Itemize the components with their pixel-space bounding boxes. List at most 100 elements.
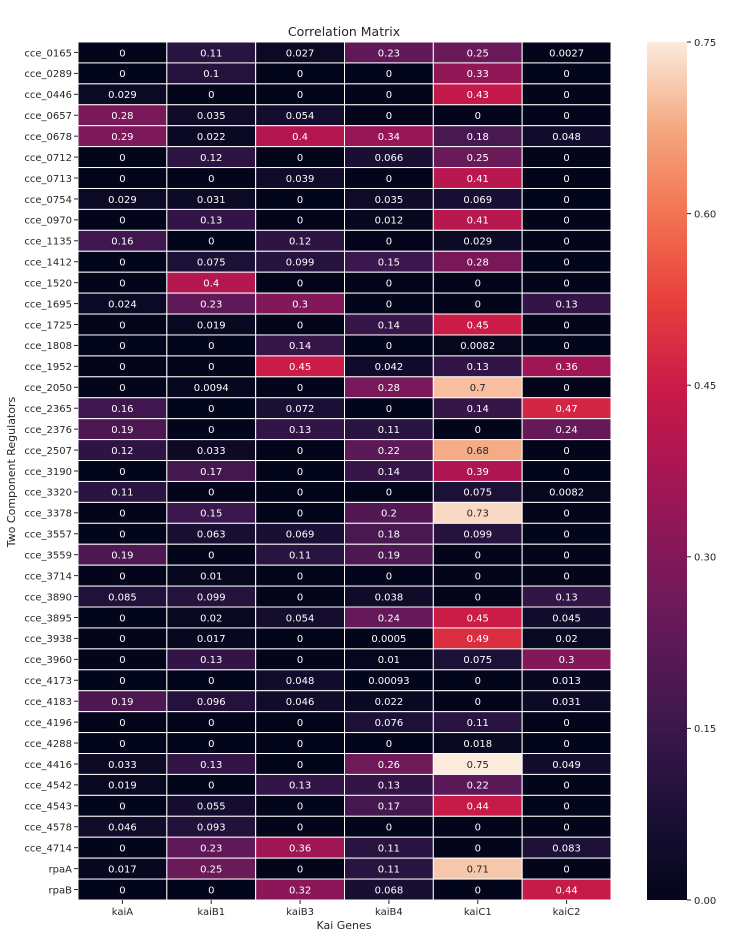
cell-value-label: 0 bbox=[208, 676, 214, 687]
cell-value-label: 0.17 bbox=[200, 467, 222, 478]
column-labels: kaiA kaiB1 kaiB3 kaiB4 kaiC1 kaiC2 bbox=[112, 900, 581, 918]
cell-value-label: 0 bbox=[208, 404, 214, 415]
cell-value-label: 0.033 bbox=[197, 446, 226, 457]
cell-value-label: 0 bbox=[119, 467, 125, 478]
cell-value-label: 0.045 bbox=[552, 613, 581, 624]
cell-value-label: 0 bbox=[208, 488, 214, 499]
cell-value-label: 0 bbox=[386, 739, 392, 750]
cell-value-label: 0 bbox=[475, 823, 481, 834]
cell-value-label: 0.24 bbox=[378, 613, 400, 624]
cell-value-label: 0.28 bbox=[467, 258, 489, 269]
cell-value-label: 0 bbox=[386, 341, 392, 352]
cell-value-label: 0 bbox=[386, 237, 392, 248]
cell-value-label: 0.29 bbox=[111, 132, 133, 143]
cell-value-label: 0 bbox=[563, 258, 569, 269]
cell-value-label: 0 bbox=[475, 843, 481, 854]
row-label: cce_2376 bbox=[24, 425, 72, 436]
cell-value-label: 0.019 bbox=[108, 781, 137, 792]
cell-value-label: 0.14 bbox=[378, 467, 400, 478]
cell-value-label: 0.076 bbox=[375, 718, 404, 729]
cell-value-label: 0.017 bbox=[197, 634, 226, 645]
cell-value-label: 0 bbox=[297, 90, 303, 101]
cell-value-label: 0.26 bbox=[378, 760, 400, 771]
cell-value-label: 0 bbox=[208, 425, 214, 436]
cell-value-label: 0.019 bbox=[197, 320, 226, 331]
row-label: cce_3895 bbox=[24, 613, 72, 624]
row-label: cce_3559 bbox=[24, 551, 72, 562]
cell-value-label: 0.13 bbox=[467, 362, 489, 373]
cell-value-label: 0 bbox=[297, 718, 303, 729]
cell-value-label: 0.13 bbox=[289, 781, 311, 792]
cell-value-label: 0.02 bbox=[200, 613, 222, 624]
cell-value-label: 0.048 bbox=[286, 676, 315, 687]
cell-value-label: 0 bbox=[475, 885, 481, 896]
cell-value-label: 0.029 bbox=[463, 237, 492, 248]
cell-value-label: 0.18 bbox=[467, 132, 489, 143]
cell-value-label: 0.0027 bbox=[549, 48, 584, 59]
cell-value-label: 0.22 bbox=[378, 446, 400, 457]
cell-value-label: 0 bbox=[386, 278, 392, 289]
cell-value-label: 0.39 bbox=[467, 467, 489, 478]
cell-value-label: 0.066 bbox=[375, 153, 404, 164]
cell-value-label: 0.048 bbox=[552, 132, 581, 143]
cell-value-label: 0 bbox=[119, 634, 125, 645]
row-label: cce_1520 bbox=[24, 278, 72, 289]
column-label: kaiC1 bbox=[464, 907, 492, 918]
colorbar-tick-label: 0.15 bbox=[694, 724, 716, 735]
cell-value-label: 0 bbox=[563, 278, 569, 289]
cell-value-label: 0.25 bbox=[467, 48, 489, 59]
cell-value-label: 0.0082 bbox=[460, 341, 495, 352]
cell-value-label: 0 bbox=[208, 551, 214, 562]
colorbar-tick-label: 0.00 bbox=[694, 896, 716, 907]
row-label: cce_4543 bbox=[24, 802, 72, 813]
cell-value-label: 0 bbox=[563, 530, 569, 541]
cell-value-label: 0 bbox=[119, 174, 125, 185]
cell-value-label: 0 bbox=[119, 885, 125, 896]
cell-value-label: 0 bbox=[297, 823, 303, 834]
cell-value-label: 0.01 bbox=[378, 655, 400, 666]
cell-value-label: 0.28 bbox=[378, 383, 400, 394]
cell-value-label: 0.13 bbox=[200, 216, 222, 227]
row-label: cce_0165 bbox=[24, 48, 72, 59]
cell-value-label: 0 bbox=[475, 551, 481, 562]
cell-value-label: 0 bbox=[297, 195, 303, 206]
cell-value-label: 0.18 bbox=[378, 530, 400, 541]
cell-value-label: 0.44 bbox=[555, 885, 577, 896]
cell-value-label: 0 bbox=[119, 802, 125, 813]
cell-value-label: 0 bbox=[475, 592, 481, 603]
cell-value-label: 0 bbox=[119, 383, 125, 394]
cell-value-label: 0 bbox=[119, 362, 125, 373]
cell-value-label: 0 bbox=[119, 320, 125, 331]
cell-value-label: 0 bbox=[297, 320, 303, 331]
cell-value-label: 0.4 bbox=[292, 132, 308, 143]
cell-value-label: 0.41 bbox=[467, 174, 489, 185]
cell-value-label: 0 bbox=[563, 446, 569, 457]
cell-value-label: 0 bbox=[563, 320, 569, 331]
cell-value-label: 0.32 bbox=[289, 885, 311, 896]
cell-value-label: 0.1 bbox=[203, 69, 219, 80]
cell-value-label: 0.075 bbox=[463, 655, 492, 666]
cell-value-label: 0.033 bbox=[108, 760, 137, 771]
row-label: cce_0289 bbox=[24, 69, 72, 80]
cell-value-label: 0 bbox=[475, 111, 481, 122]
cell-value-label: 0 bbox=[297, 69, 303, 80]
cell-value-label: 0.19 bbox=[111, 425, 133, 436]
cell-value-label: 0 bbox=[563, 781, 569, 792]
cell-value-label: 0.069 bbox=[463, 195, 492, 206]
row-label: cce_3938 bbox=[24, 634, 72, 645]
cell-value-label: 0 bbox=[208, 362, 214, 373]
cell-value-label: 0.45 bbox=[289, 362, 311, 373]
cell-value-label: 0.029 bbox=[108, 90, 137, 101]
cell-value-label: 0 bbox=[208, 739, 214, 750]
row-label: cce_0657 bbox=[24, 111, 72, 122]
row-label: cce_0970 bbox=[24, 216, 72, 227]
cell-value-label: 0 bbox=[119, 718, 125, 729]
cell-value-label: 0 bbox=[297, 592, 303, 603]
cell-value-label: 0 bbox=[563, 509, 569, 520]
cell-value-label: 0.12 bbox=[111, 446, 133, 457]
row-label: cce_3320 bbox=[24, 488, 72, 499]
cell-value-label: 0.099 bbox=[286, 258, 315, 269]
cell-value-label: 0 bbox=[297, 864, 303, 875]
row-label: cce_1695 bbox=[24, 299, 72, 310]
chart-title: Correlation Matrix bbox=[288, 24, 400, 39]
